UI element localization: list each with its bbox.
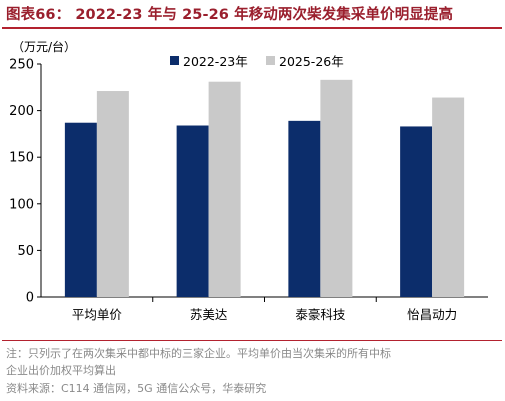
bar-series-2-1 bbox=[96, 91, 129, 297]
bar-series-1-2 bbox=[176, 125, 209, 298]
y-tick-label: 0 bbox=[26, 291, 34, 306]
y-tick-label: 150 bbox=[9, 151, 34, 166]
legend-swatch-series-2 bbox=[266, 56, 275, 65]
bar-chart: 0 50 100 150 200 250 平均单价 苏美达 泰豪科技 怡昌动力 bbox=[9, 58, 488, 322]
title-divider bbox=[2, 27, 502, 29]
legend-item-series-2: 2025-26年 bbox=[266, 51, 344, 70]
bar-series-2-4 bbox=[432, 97, 465, 297]
chart-note-line-2: 企业出价加权平均算出 bbox=[6, 364, 116, 377]
legend-item-series-1: 2022-23年 bbox=[170, 51, 248, 70]
bar-series-2-2 bbox=[208, 81, 241, 297]
chart-title: 图表66： 2022-23 年与 25-26 年移动两次柴发集采单价明显提高 bbox=[6, 7, 454, 23]
x-category-label: 苏美达 bbox=[190, 307, 228, 322]
y-tick-label: 50 bbox=[17, 244, 34, 259]
legend-label-series-1: 2022-23年 bbox=[183, 54, 248, 69]
bar-series-1-4 bbox=[400, 126, 433, 297]
y-axis-unit-label: （万元/台） bbox=[12, 40, 77, 54]
y-tick-label: 250 bbox=[9, 58, 34, 73]
x-category-label: 怡昌动力 bbox=[407, 307, 457, 322]
chart-note-line-1: 注：只列示了在两次集采中都中标的三家企业。平均单价由当次集采的所有中标 bbox=[6, 347, 391, 360]
bar-series-1-3 bbox=[288, 120, 321, 298]
legend-swatch-series-1 bbox=[170, 56, 179, 65]
footer-divider bbox=[2, 340, 502, 341]
bar-series-1-1 bbox=[64, 122, 97, 297]
chart-source: 资料来源：C114 通信网，5G 通信公众号，华泰研究 bbox=[6, 382, 267, 395]
y-tick-label: 100 bbox=[9, 197, 34, 212]
legend-label-series-2: 2025-26年 bbox=[279, 54, 344, 69]
x-category-label: 平均单价 bbox=[72, 307, 123, 322]
chart-legend: 2022-23年 2025-26年 bbox=[0, 51, 505, 70]
x-category-label: 泰豪科技 bbox=[295, 307, 346, 322]
bar-series-2-3 bbox=[320, 79, 353, 298]
y-tick-label: 200 bbox=[9, 104, 34, 119]
